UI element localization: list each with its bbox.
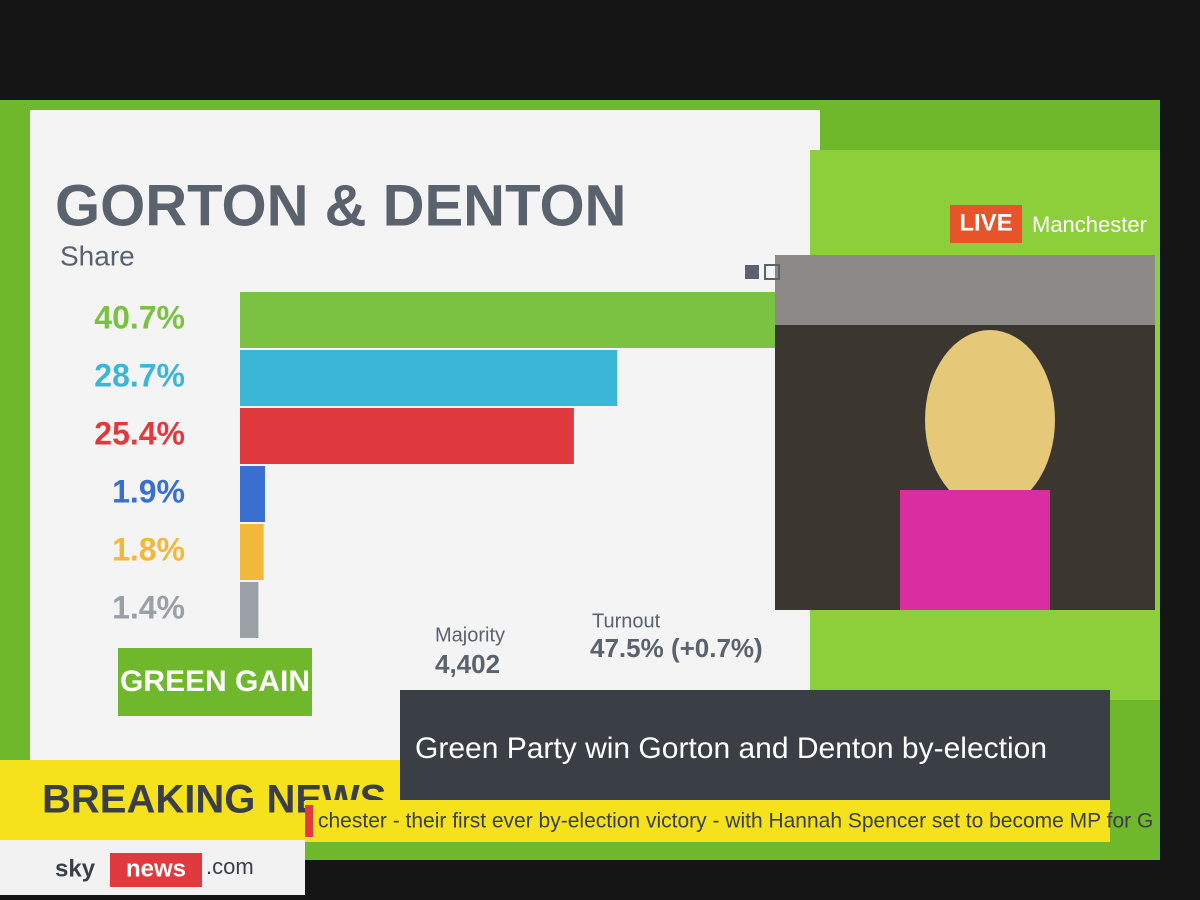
logo-sky: sky: [55, 855, 96, 882]
majority-value: 4,402: [435, 649, 500, 679]
majority-label: Majority: [435, 624, 505, 646]
logo-news-box: [110, 853, 202, 887]
turnout-label: Turnout: [592, 610, 661, 632]
view-toggle: [764, 264, 780, 280]
value-label: 28.7%: [94, 357, 185, 393]
video-person: [925, 330, 1055, 510]
live-location: Manchester: [1032, 212, 1147, 237]
video-ceiling: [775, 255, 1155, 325]
turnout-value: 47.5% (+0.7%): [590, 633, 763, 663]
bar: [240, 350, 618, 406]
bar-chart: 40.7% 28.7% 25.4% 1.9% 1.8% 1.4%: [94, 292, 775, 638]
value-label: 1.4%: [112, 589, 185, 625]
result-badge-box: [118, 648, 312, 716]
bar: [240, 408, 574, 464]
live-badge-box: [950, 205, 1022, 243]
video-person-top: [900, 490, 1050, 610]
bar: [240, 292, 775, 348]
ticker-marker: [305, 805, 313, 837]
bar: [240, 466, 265, 522]
value-label: 40.7%: [94, 299, 185, 335]
value-label: 25.4%: [94, 415, 185, 451]
value-label: 1.8%: [112, 531, 185, 567]
chart-title: GORTON & DENTON: [55, 173, 626, 238]
logo-domain: .com: [206, 854, 254, 879]
live-badge: LIVE: [959, 209, 1012, 236]
view-toggle: [745, 265, 759, 279]
ticker-bar: [305, 800, 1110, 842]
headline-bar: [400, 690, 1110, 800]
ticker: chester - their first ever by-election v…: [318, 810, 1153, 833]
bar: [240, 524, 264, 580]
logo-news: news: [126, 855, 186, 882]
value-label: 1.9%: [112, 473, 185, 509]
bar: [240, 582, 259, 638]
chart-subtitle: Share: [60, 240, 135, 271]
headline: Green Party win Gorton and Denton by-ele…: [415, 732, 1047, 765]
result-badge: GREEN GAIN: [120, 665, 310, 698]
